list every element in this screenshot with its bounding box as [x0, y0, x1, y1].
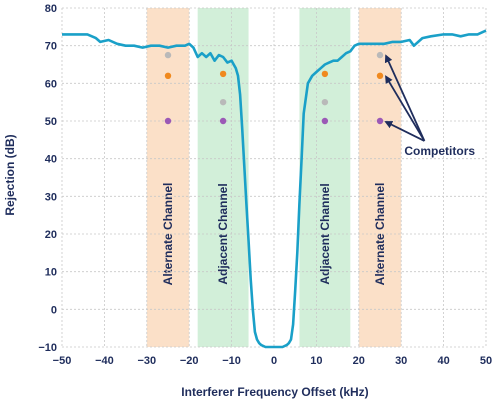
y-tick-label: 60 — [45, 78, 57, 90]
y-tick-label: 50 — [45, 116, 57, 128]
competitor-point — [321, 70, 329, 78]
x-tick-label: 50 — [480, 355, 492, 367]
channel-band — [358, 8, 402, 347]
band-label: Adjacent Channel — [318, 183, 332, 284]
y-tick-label: 80 — [45, 3, 57, 15]
competitor-point — [164, 51, 172, 59]
series-line — [62, 29, 487, 349]
channel-band — [197, 8, 249, 347]
channel-band — [299, 8, 351, 347]
x-tick-label: 10 — [310, 355, 322, 367]
competitor-points — [164, 51, 384, 125]
competitor-point — [321, 117, 329, 125]
y-tick-label: 20 — [45, 229, 57, 241]
annotation-arrow — [384, 121, 425, 142]
x-axis-ticks: −50 −40 −30 −20 −10 0 10 20 30 40 50 — [53, 355, 492, 367]
channel-bands: Alternate Channel Adjacent Channel Adjacen… — [146, 8, 402, 347]
competitor-point — [219, 70, 227, 78]
x-tick-label: 40 — [437, 355, 449, 367]
x-tick-label: 30 — [395, 355, 407, 367]
competitor-point — [321, 98, 329, 106]
annotation-arrow — [385, 75, 426, 142]
y-tick-label: 0 — [51, 304, 57, 316]
series-layer — [62, 29, 487, 349]
x-axis-title: Interferer Frequency Offset (kHz) — [181, 385, 368, 399]
competitor-point — [219, 117, 227, 125]
channel-band — [146, 8, 190, 347]
competitor-point — [376, 72, 384, 80]
y-tick-label: 10 — [45, 267, 57, 279]
competitors-annotation: Competitors — [384, 54, 475, 158]
x-tick-label: 20 — [353, 355, 365, 367]
competitor-point — [376, 51, 384, 59]
annotation-arrow — [384, 54, 426, 142]
y-tick-label: −10 — [38, 342, 57, 354]
competitor-point — [219, 98, 227, 106]
competitor-point — [164, 72, 172, 80]
y-tick-label: 40 — [45, 154, 57, 166]
x-tick-label: −30 — [137, 355, 156, 367]
x-tick-label: −40 — [95, 355, 114, 367]
x-tick-label: 0 — [271, 355, 277, 367]
competitor-point — [164, 117, 172, 125]
x-tick-label: −10 — [222, 355, 241, 367]
y-tick-label: 70 — [45, 41, 57, 53]
y-axis-ticks: −10 0 10 20 30 40 50 60 70 80 — [38, 3, 57, 354]
y-tick-label: 30 — [45, 191, 57, 203]
grid-lines — [61, 7, 487, 348]
x-tick-label: −50 — [53, 355, 72, 367]
annotation-label: Competitors — [404, 144, 475, 158]
x-tick-label: −20 — [180, 355, 199, 367]
competitor-point — [376, 117, 384, 125]
y-axis-title: Rejection (dB) — [3, 134, 17, 215]
